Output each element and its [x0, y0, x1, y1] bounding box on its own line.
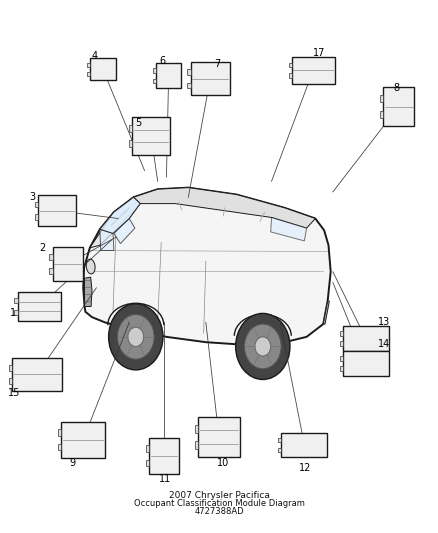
- FancyBboxPatch shape: [53, 246, 83, 281]
- Text: 2007 Chrysler Pacifica: 2007 Chrysler Pacifica: [169, 491, 269, 500]
- FancyBboxPatch shape: [383, 87, 414, 126]
- Text: 3: 3: [30, 192, 36, 201]
- FancyBboxPatch shape: [12, 358, 63, 391]
- Text: 9: 9: [69, 458, 75, 467]
- FancyBboxPatch shape: [9, 378, 12, 384]
- FancyBboxPatch shape: [343, 326, 389, 351]
- Polygon shape: [100, 229, 114, 251]
- Text: 10: 10: [217, 458, 229, 467]
- FancyBboxPatch shape: [58, 443, 61, 450]
- Polygon shape: [323, 301, 329, 324]
- FancyBboxPatch shape: [130, 125, 132, 132]
- FancyBboxPatch shape: [198, 417, 240, 457]
- FancyBboxPatch shape: [61, 422, 105, 458]
- FancyBboxPatch shape: [58, 429, 61, 436]
- FancyBboxPatch shape: [153, 68, 156, 73]
- FancyBboxPatch shape: [340, 331, 343, 336]
- FancyBboxPatch shape: [35, 214, 38, 220]
- FancyBboxPatch shape: [87, 63, 90, 67]
- FancyBboxPatch shape: [38, 195, 75, 226]
- FancyBboxPatch shape: [292, 57, 335, 84]
- Polygon shape: [114, 219, 135, 244]
- Polygon shape: [90, 197, 140, 248]
- Text: 12: 12: [299, 463, 311, 473]
- Circle shape: [255, 337, 271, 356]
- Circle shape: [244, 324, 281, 369]
- Text: 11: 11: [159, 474, 171, 483]
- Circle shape: [236, 313, 290, 379]
- FancyBboxPatch shape: [187, 83, 191, 88]
- FancyBboxPatch shape: [380, 95, 383, 102]
- Circle shape: [109, 304, 163, 370]
- FancyBboxPatch shape: [149, 438, 179, 474]
- Polygon shape: [85, 277, 92, 306]
- Polygon shape: [134, 188, 315, 228]
- FancyBboxPatch shape: [132, 117, 170, 155]
- FancyBboxPatch shape: [340, 356, 343, 361]
- Circle shape: [128, 327, 144, 346]
- FancyBboxPatch shape: [35, 201, 38, 207]
- FancyBboxPatch shape: [49, 268, 53, 274]
- FancyBboxPatch shape: [146, 459, 149, 466]
- FancyBboxPatch shape: [130, 140, 132, 147]
- Polygon shape: [83, 188, 331, 345]
- FancyBboxPatch shape: [14, 298, 18, 303]
- FancyBboxPatch shape: [380, 111, 383, 118]
- Ellipse shape: [86, 259, 95, 274]
- FancyBboxPatch shape: [87, 72, 90, 76]
- FancyBboxPatch shape: [9, 365, 12, 370]
- FancyBboxPatch shape: [18, 292, 61, 321]
- Text: 2: 2: [39, 243, 46, 253]
- Text: Occupant Classification Module Diagram: Occupant Classification Module Diagram: [134, 499, 304, 508]
- FancyBboxPatch shape: [289, 62, 292, 67]
- Text: 14: 14: [378, 339, 390, 349]
- Circle shape: [117, 314, 154, 359]
- Text: 1: 1: [10, 309, 16, 318]
- FancyBboxPatch shape: [343, 351, 389, 376]
- FancyBboxPatch shape: [49, 254, 53, 260]
- Text: 5: 5: [135, 118, 141, 127]
- Text: 7: 7: [214, 59, 220, 69]
- FancyBboxPatch shape: [340, 341, 343, 346]
- FancyBboxPatch shape: [195, 441, 198, 449]
- Text: 4727388AD: 4727388AD: [194, 507, 244, 516]
- FancyBboxPatch shape: [279, 448, 281, 452]
- Text: 13: 13: [378, 318, 390, 327]
- FancyBboxPatch shape: [153, 78, 156, 83]
- Text: 15: 15: [8, 389, 20, 398]
- FancyBboxPatch shape: [146, 445, 149, 452]
- Text: 17: 17: [313, 49, 325, 58]
- FancyBboxPatch shape: [289, 73, 292, 78]
- FancyBboxPatch shape: [191, 62, 230, 95]
- FancyBboxPatch shape: [156, 63, 181, 88]
- FancyBboxPatch shape: [195, 425, 198, 433]
- FancyBboxPatch shape: [340, 366, 343, 371]
- FancyBboxPatch shape: [14, 310, 18, 315]
- Polygon shape: [271, 217, 307, 241]
- FancyBboxPatch shape: [279, 438, 281, 442]
- Text: 8: 8: [393, 83, 399, 93]
- Polygon shape: [100, 197, 140, 233]
- FancyBboxPatch shape: [90, 58, 116, 80]
- FancyBboxPatch shape: [281, 433, 327, 457]
- Text: 4: 4: [91, 51, 97, 61]
- Text: 6: 6: [159, 56, 165, 66]
- FancyBboxPatch shape: [187, 69, 191, 75]
